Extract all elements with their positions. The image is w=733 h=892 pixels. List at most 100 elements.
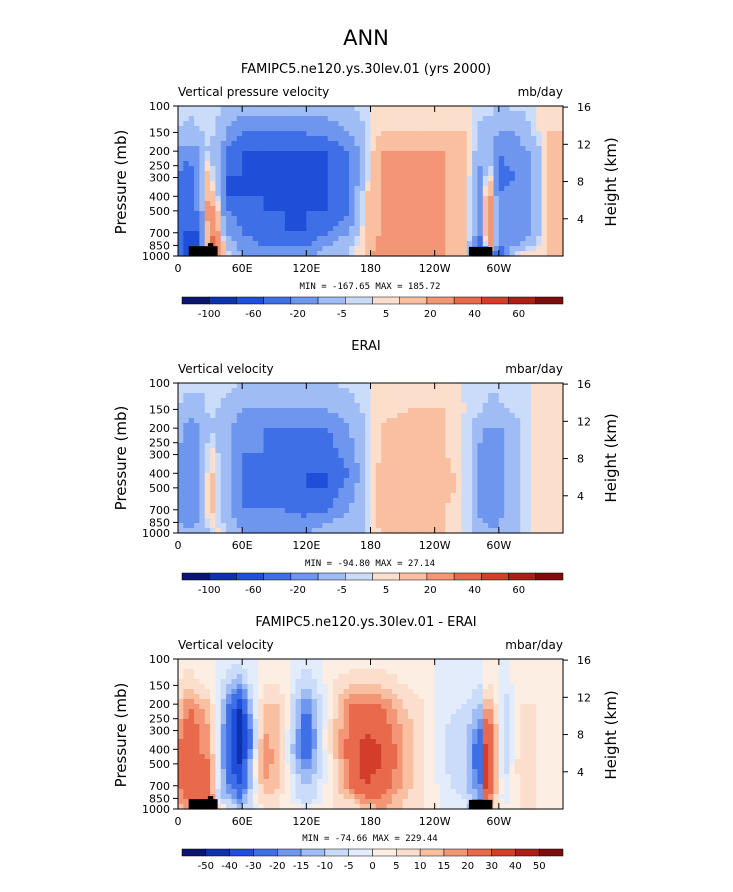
field-cell xyxy=(461,403,467,409)
field-cell xyxy=(520,221,526,227)
field-cell xyxy=(253,448,259,454)
field-cell xyxy=(472,121,478,127)
field-cell xyxy=(189,659,195,665)
field-cell xyxy=(306,408,312,414)
field-cell xyxy=(520,428,526,434)
field-cell xyxy=(435,488,441,494)
field-cell xyxy=(258,709,264,715)
field-cell xyxy=(322,408,328,414)
field-cell xyxy=(349,508,355,514)
field-cell xyxy=(194,453,200,459)
field-cell xyxy=(301,468,307,474)
field-cell xyxy=(237,739,243,745)
field-cell xyxy=(493,126,499,132)
field-cell xyxy=(510,418,516,424)
field-cell xyxy=(237,236,243,242)
field-cell xyxy=(312,186,318,192)
field-cell xyxy=(189,704,195,710)
field-cell xyxy=(376,398,382,404)
field-cell xyxy=(392,121,398,127)
field-cell xyxy=(526,191,532,197)
field-cell xyxy=(194,221,200,227)
field-cell xyxy=(542,146,548,152)
field-cell xyxy=(376,211,382,217)
field-cell xyxy=(248,724,254,730)
field-cell xyxy=(493,171,499,177)
colorbar-swatch xyxy=(291,297,318,304)
field-cell xyxy=(237,166,243,172)
field-cell xyxy=(504,186,510,192)
field-cell xyxy=(365,116,371,122)
field-cell xyxy=(199,784,205,790)
field-cell xyxy=(210,201,216,207)
field-cell xyxy=(536,468,542,474)
field-cell xyxy=(467,116,473,122)
field-cell xyxy=(547,453,553,459)
field-cell xyxy=(419,151,425,157)
field-cell xyxy=(520,216,526,222)
field-cell xyxy=(215,106,221,112)
field-cell xyxy=(264,518,270,524)
field-cell xyxy=(445,121,451,127)
field-cell xyxy=(189,196,195,202)
field-cell xyxy=(483,418,489,424)
field-cell xyxy=(424,438,430,444)
field-cell xyxy=(189,493,195,499)
field-cell xyxy=(274,151,280,157)
field-cell xyxy=(221,226,227,232)
field-cell xyxy=(397,211,403,217)
field-cell xyxy=(253,438,259,444)
field-cell xyxy=(242,438,248,444)
field-cell xyxy=(242,408,248,414)
field-cell xyxy=(344,398,350,404)
field-cell xyxy=(253,453,259,459)
field-cell xyxy=(360,241,366,247)
field-cell xyxy=(344,403,350,409)
field-cell xyxy=(306,146,312,152)
field-cell xyxy=(231,116,237,122)
field-cell xyxy=(371,171,377,177)
field-cell xyxy=(199,106,205,112)
field-cell xyxy=(461,116,467,122)
field-cell xyxy=(408,403,414,409)
colorbar-swatch xyxy=(236,573,263,580)
field-cell xyxy=(381,438,387,444)
field-cell xyxy=(354,171,360,177)
field-cell xyxy=(467,191,473,197)
field-cell xyxy=(290,221,296,227)
field-cell xyxy=(456,196,462,202)
field-cell xyxy=(467,448,473,454)
field-cell xyxy=(504,231,510,237)
field-cell xyxy=(381,443,387,449)
field-cell xyxy=(499,111,505,117)
field-cell xyxy=(360,468,366,474)
field-cell xyxy=(472,136,478,142)
field-cell xyxy=(205,398,211,404)
field-cell xyxy=(322,121,328,127)
field-cell xyxy=(403,478,409,484)
field-cell xyxy=(215,151,221,157)
field-cell xyxy=(429,146,435,152)
field-cell xyxy=(317,166,323,172)
field-cell xyxy=(296,448,302,454)
field-cell xyxy=(552,166,558,172)
field-cell xyxy=(215,468,221,474)
field-cell xyxy=(280,106,286,112)
field-cell xyxy=(242,749,248,755)
field-cell xyxy=(189,126,195,132)
field-cell xyxy=(178,724,184,730)
field-cell xyxy=(215,689,221,695)
field-cell xyxy=(536,508,542,514)
field-cell xyxy=(552,211,558,217)
field-cell xyxy=(424,186,430,192)
field-cell xyxy=(248,493,254,499)
field-cell xyxy=(242,231,248,237)
field-cell xyxy=(349,231,355,237)
field-cell xyxy=(264,111,270,117)
field-cell xyxy=(205,523,211,529)
field-cell xyxy=(242,769,248,775)
field-cell xyxy=(301,413,307,419)
field-cell xyxy=(189,774,195,780)
field-cell xyxy=(205,774,211,780)
field-cell xyxy=(504,463,510,469)
